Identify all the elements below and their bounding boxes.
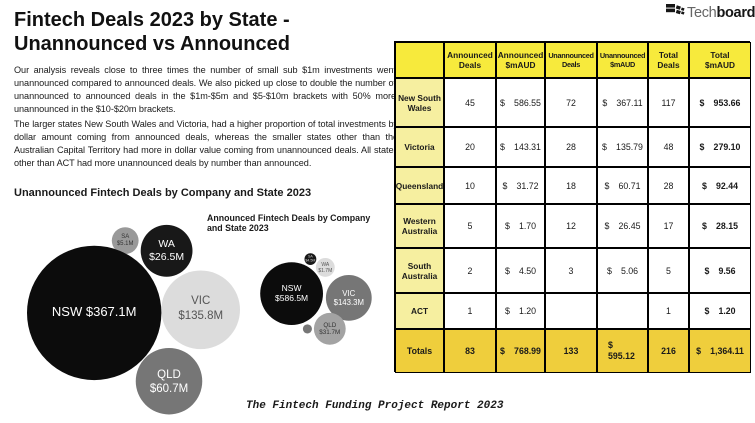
svg-text:QLD: QLD [323, 322, 336, 329]
svg-text:WA: WA [158, 238, 175, 250]
svg-text:VIC: VIC [191, 295, 210, 307]
svg-text:$1.7M: $1.7M [318, 268, 332, 274]
svg-text:QLD: QLD [157, 369, 181, 381]
svg-text:$26.5M: $26.5M [149, 251, 184, 263]
svg-text:$60.7M: $60.7M [150, 383, 188, 395]
svg-text:$4.5M: $4.5M [305, 259, 315, 263]
svg-text:$135.8M: $135.8M [178, 310, 223, 322]
svg-text:SA: SA [121, 234, 129, 240]
svg-text:NSW: NSW [282, 283, 302, 293]
svg-text:$586.5M: $586.5M [275, 293, 308, 303]
svg-text:VIC: VIC [342, 289, 355, 298]
svg-text:$5.1M: $5.1M [117, 241, 134, 247]
svg-text:NSW $367.1M: NSW $367.1M [52, 304, 137, 319]
svg-text:$143.3M: $143.3M [334, 298, 364, 307]
svg-text:$31.7M: $31.7M [319, 329, 340, 336]
